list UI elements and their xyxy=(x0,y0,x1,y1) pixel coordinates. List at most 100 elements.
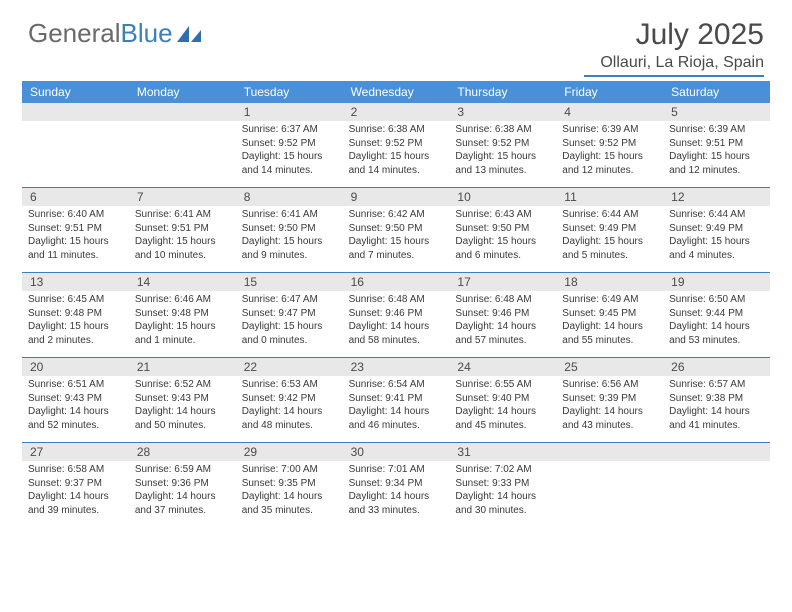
weekday-header: Saturday xyxy=(663,81,770,103)
calendar-week: 20Sunrise: 6:51 AMSunset: 9:43 PMDayligh… xyxy=(22,358,770,443)
day-number: 18 xyxy=(556,273,663,291)
sunrise-line: Sunrise: 6:40 AM xyxy=(28,208,123,222)
calendar-cell: 24Sunrise: 6:55 AMSunset: 9:40 PMDayligh… xyxy=(449,358,556,442)
calendar-cell: 1Sunrise: 6:37 AMSunset: 9:52 PMDaylight… xyxy=(236,103,343,187)
day-details: Sunrise: 6:44 AMSunset: 9:49 PMDaylight:… xyxy=(556,206,663,266)
day-number: 11 xyxy=(556,188,663,206)
sunrise-line: Sunrise: 6:44 AM xyxy=(562,208,657,222)
calendar-cell: 18Sunrise: 6:49 AMSunset: 9:45 PMDayligh… xyxy=(556,273,663,357)
day-number: 29 xyxy=(236,443,343,461)
sunset-line: Sunset: 9:36 PM xyxy=(135,477,230,491)
weekday-header: Thursday xyxy=(449,81,556,103)
day-details: Sunrise: 6:51 AMSunset: 9:43 PMDaylight:… xyxy=(22,376,129,436)
location: Ollauri, La Rioja, Spain xyxy=(584,54,764,77)
weekday-header-row: SundayMondayTuesdayWednesdayThursdayFrid… xyxy=(22,81,770,103)
day-number: 3 xyxy=(449,103,556,121)
daylight-line: Daylight: 15 hours and 0 minutes. xyxy=(242,320,337,347)
calendar-cell: 5Sunrise: 6:39 AMSunset: 9:51 PMDaylight… xyxy=(663,103,770,187)
day-details: Sunrise: 6:55 AMSunset: 9:40 PMDaylight:… xyxy=(449,376,556,436)
day-details: Sunrise: 6:45 AMSunset: 9:48 PMDaylight:… xyxy=(22,291,129,351)
day-details: Sunrise: 6:41 AMSunset: 9:51 PMDaylight:… xyxy=(129,206,236,266)
calendar-cell: 9Sunrise: 6:42 AMSunset: 9:50 PMDaylight… xyxy=(343,188,450,272)
sunset-line: Sunset: 9:43 PM xyxy=(135,392,230,406)
sunrise-line: Sunrise: 7:01 AM xyxy=(349,463,444,477)
sunrise-line: Sunrise: 6:39 AM xyxy=(562,123,657,137)
day-number: 12 xyxy=(663,188,770,206)
daylight-line: Daylight: 15 hours and 10 minutes. xyxy=(135,235,230,262)
day-details xyxy=(22,121,129,127)
day-number: 26 xyxy=(663,358,770,376)
day-number xyxy=(663,443,770,461)
sunset-line: Sunset: 9:38 PM xyxy=(669,392,764,406)
sunrise-line: Sunrise: 6:48 AM xyxy=(455,293,550,307)
day-details: Sunrise: 6:37 AMSunset: 9:52 PMDaylight:… xyxy=(236,121,343,181)
sunrise-line: Sunrise: 6:52 AM xyxy=(135,378,230,392)
daylight-line: Daylight: 14 hours and 41 minutes. xyxy=(669,405,764,432)
logo-text-blue: Blue xyxy=(121,18,173,49)
sunrise-line: Sunrise: 6:54 AM xyxy=(349,378,444,392)
weekday-header: Monday xyxy=(129,81,236,103)
day-details: Sunrise: 6:52 AMSunset: 9:43 PMDaylight:… xyxy=(129,376,236,436)
calendar-cell: 3Sunrise: 6:38 AMSunset: 9:52 PMDaylight… xyxy=(449,103,556,187)
day-details: Sunrise: 7:01 AMSunset: 9:34 PMDaylight:… xyxy=(343,461,450,521)
month-title: July 2025 xyxy=(584,18,764,52)
sunrise-line: Sunrise: 6:59 AM xyxy=(135,463,230,477)
day-details: Sunrise: 6:42 AMSunset: 9:50 PMDaylight:… xyxy=(343,206,450,266)
day-details: Sunrise: 6:39 AMSunset: 9:51 PMDaylight:… xyxy=(663,121,770,181)
calendar-week: 6Sunrise: 6:40 AMSunset: 9:51 PMDaylight… xyxy=(22,188,770,273)
sunrise-line: Sunrise: 6:45 AM xyxy=(28,293,123,307)
sunrise-line: Sunrise: 6:57 AM xyxy=(669,378,764,392)
sunrise-line: Sunrise: 6:50 AM xyxy=(669,293,764,307)
logo-sail-icon xyxy=(175,24,203,44)
calendar: SundayMondayTuesdayWednesdayThursdayFrid… xyxy=(0,81,792,527)
daylight-line: Daylight: 15 hours and 4 minutes. xyxy=(669,235,764,262)
day-details: Sunrise: 7:02 AMSunset: 9:33 PMDaylight:… xyxy=(449,461,556,521)
calendar-cell: 8Sunrise: 6:41 AMSunset: 9:50 PMDaylight… xyxy=(236,188,343,272)
sunrise-line: Sunrise: 6:49 AM xyxy=(562,293,657,307)
day-details: Sunrise: 6:39 AMSunset: 9:52 PMDaylight:… xyxy=(556,121,663,181)
daylight-line: Daylight: 14 hours and 43 minutes. xyxy=(562,405,657,432)
sunset-line: Sunset: 9:52 PM xyxy=(349,137,444,151)
sunrise-line: Sunrise: 6:41 AM xyxy=(135,208,230,222)
day-number xyxy=(129,103,236,121)
sunset-line: Sunset: 9:34 PM xyxy=(349,477,444,491)
daylight-line: Daylight: 14 hours and 53 minutes. xyxy=(669,320,764,347)
weekday-header: Friday xyxy=(556,81,663,103)
sunrise-line: Sunrise: 6:37 AM xyxy=(242,123,337,137)
sunrise-line: Sunrise: 6:43 AM xyxy=(455,208,550,222)
day-details: Sunrise: 6:40 AMSunset: 9:51 PMDaylight:… xyxy=(22,206,129,266)
day-details: Sunrise: 6:43 AMSunset: 9:50 PMDaylight:… xyxy=(449,206,556,266)
sunset-line: Sunset: 9:35 PM xyxy=(242,477,337,491)
sunset-line: Sunset: 9:45 PM xyxy=(562,307,657,321)
daylight-line: Daylight: 14 hours and 39 minutes. xyxy=(28,490,123,517)
day-number: 8 xyxy=(236,188,343,206)
sunset-line: Sunset: 9:39 PM xyxy=(562,392,657,406)
day-number: 1 xyxy=(236,103,343,121)
sunrise-line: Sunrise: 6:41 AM xyxy=(242,208,337,222)
day-number: 6 xyxy=(22,188,129,206)
daylight-line: Daylight: 14 hours and 46 minutes. xyxy=(349,405,444,432)
day-number: 19 xyxy=(663,273,770,291)
daylight-line: Daylight: 15 hours and 9 minutes. xyxy=(242,235,337,262)
day-details: Sunrise: 6:59 AMSunset: 9:36 PMDaylight:… xyxy=(129,461,236,521)
day-details: Sunrise: 6:47 AMSunset: 9:47 PMDaylight:… xyxy=(236,291,343,351)
day-details: Sunrise: 6:38 AMSunset: 9:52 PMDaylight:… xyxy=(449,121,556,181)
calendar-cell: 27Sunrise: 6:58 AMSunset: 9:37 PMDayligh… xyxy=(22,443,129,527)
day-details: Sunrise: 6:56 AMSunset: 9:39 PMDaylight:… xyxy=(556,376,663,436)
calendar-cell: 28Sunrise: 6:59 AMSunset: 9:36 PMDayligh… xyxy=(129,443,236,527)
logo-text-grey: General xyxy=(28,18,121,49)
day-details: Sunrise: 6:41 AMSunset: 9:50 PMDaylight:… xyxy=(236,206,343,266)
day-details xyxy=(129,121,236,127)
calendar-cell: 17Sunrise: 6:48 AMSunset: 9:46 PMDayligh… xyxy=(449,273,556,357)
sunrise-line: Sunrise: 6:44 AM xyxy=(669,208,764,222)
daylight-line: Daylight: 15 hours and 7 minutes. xyxy=(349,235,444,262)
sunset-line: Sunset: 9:51 PM xyxy=(135,222,230,236)
calendar-cell: 14Sunrise: 6:46 AMSunset: 9:48 PMDayligh… xyxy=(129,273,236,357)
day-number: 14 xyxy=(129,273,236,291)
daylight-line: Daylight: 14 hours and 48 minutes. xyxy=(242,405,337,432)
calendar-cell: 31Sunrise: 7:02 AMSunset: 9:33 PMDayligh… xyxy=(449,443,556,527)
sunset-line: Sunset: 9:46 PM xyxy=(349,307,444,321)
day-number: 17 xyxy=(449,273,556,291)
day-number: 13 xyxy=(22,273,129,291)
sunset-line: Sunset: 9:33 PM xyxy=(455,477,550,491)
